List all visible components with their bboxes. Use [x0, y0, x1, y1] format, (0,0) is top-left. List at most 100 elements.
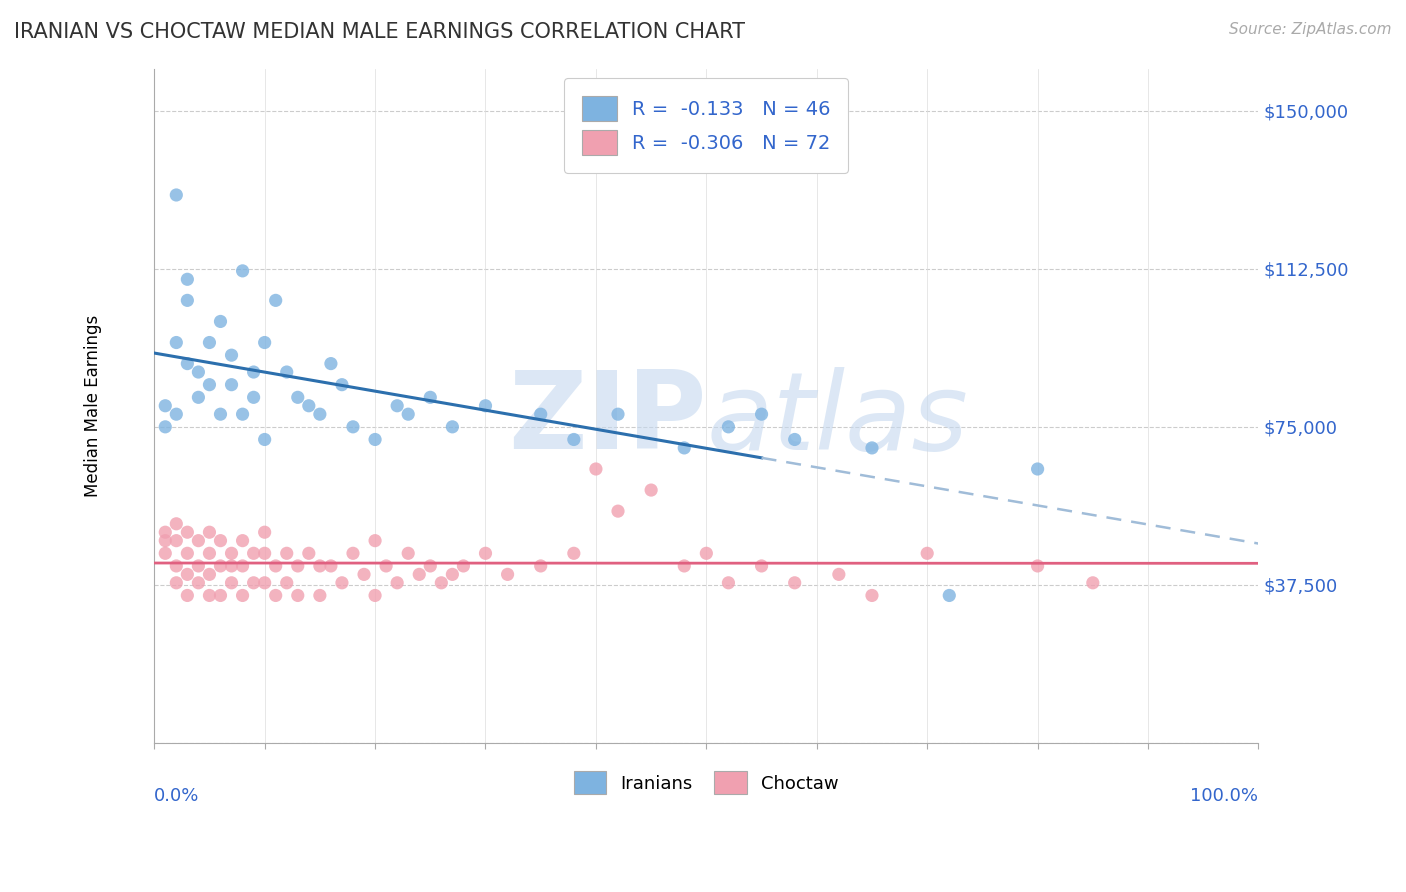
Point: [287, 589, 309, 603]
Point: [496, 567, 519, 582]
Point: [242, 575, 264, 590]
Point: [253, 575, 276, 590]
Point: [242, 390, 264, 404]
Point: [253, 525, 276, 540]
Point: [783, 433, 806, 447]
Point: [187, 558, 209, 573]
Point: [828, 567, 851, 582]
Text: Source: ZipAtlas.com: Source: ZipAtlas.com: [1229, 22, 1392, 37]
Text: atlas: atlas: [706, 367, 969, 472]
Text: 0.0%: 0.0%: [155, 787, 200, 805]
Point: [176, 567, 198, 582]
Point: [474, 546, 496, 560]
Point: [430, 575, 453, 590]
Point: [396, 546, 419, 560]
Point: [287, 390, 309, 404]
Point: [155, 546, 177, 560]
Point: [209, 407, 232, 421]
Point: [419, 390, 441, 404]
Point: [319, 558, 342, 573]
Point: [319, 357, 342, 371]
Point: [198, 377, 221, 392]
Point: [364, 433, 387, 447]
Point: [165, 575, 187, 590]
Point: [232, 533, 254, 548]
Point: [673, 558, 696, 573]
Point: [242, 546, 264, 560]
Point: [155, 525, 177, 540]
Point: [155, 533, 177, 548]
Point: [221, 377, 243, 392]
Point: [242, 365, 264, 379]
Point: [198, 335, 221, 350]
Point: [264, 589, 287, 603]
Point: [298, 399, 321, 413]
Point: [364, 533, 387, 548]
Point: [342, 546, 364, 560]
Point: [232, 589, 254, 603]
Point: [385, 575, 408, 590]
Point: [441, 567, 464, 582]
Text: Median Male Earnings: Median Male Earnings: [84, 315, 103, 497]
Point: [221, 348, 243, 362]
Point: [1026, 558, 1049, 573]
Point: [253, 546, 276, 560]
Point: [441, 420, 464, 434]
Point: [253, 433, 276, 447]
Point: [221, 575, 243, 590]
Point: [640, 483, 662, 497]
Point: [385, 399, 408, 413]
Point: [176, 272, 198, 286]
Point: [860, 589, 883, 603]
Point: [165, 516, 187, 531]
Point: [396, 407, 419, 421]
Point: [221, 546, 243, 560]
Text: ZIP: ZIP: [508, 367, 706, 472]
Point: [276, 575, 298, 590]
Point: [419, 558, 441, 573]
Point: [198, 589, 221, 603]
Point: [287, 558, 309, 573]
Point: [165, 407, 187, 421]
Point: [364, 589, 387, 603]
Point: [717, 420, 740, 434]
Point: [751, 558, 773, 573]
Point: [198, 525, 221, 540]
Point: [298, 546, 321, 560]
Point: [187, 575, 209, 590]
Point: [1081, 575, 1104, 590]
Point: [232, 264, 254, 278]
Point: [221, 558, 243, 573]
Point: [673, 441, 696, 455]
Point: [783, 575, 806, 590]
Point: [1026, 462, 1049, 476]
Point: [276, 365, 298, 379]
Point: [530, 407, 553, 421]
Point: [751, 407, 773, 421]
Point: [176, 293, 198, 308]
Point: [176, 546, 198, 560]
Point: [607, 504, 630, 518]
Point: [232, 558, 254, 573]
Point: [176, 357, 198, 371]
Point: [308, 407, 330, 421]
Point: [408, 567, 430, 582]
Point: [187, 390, 209, 404]
Point: [209, 558, 232, 573]
Point: [155, 420, 177, 434]
Point: [562, 433, 585, 447]
Point: [938, 589, 960, 603]
Point: [860, 441, 883, 455]
Point: [474, 399, 496, 413]
Point: [264, 558, 287, 573]
Point: [342, 420, 364, 434]
Point: [165, 533, 187, 548]
Point: [453, 558, 475, 573]
Point: [165, 188, 187, 202]
Text: IRANIAN VS CHOCTAW MEDIAN MALE EARNINGS CORRELATION CHART: IRANIAN VS CHOCTAW MEDIAN MALE EARNINGS …: [14, 22, 745, 42]
Point: [176, 589, 198, 603]
Point: [717, 575, 740, 590]
Point: [562, 546, 585, 560]
Point: [187, 365, 209, 379]
Point: [308, 558, 330, 573]
